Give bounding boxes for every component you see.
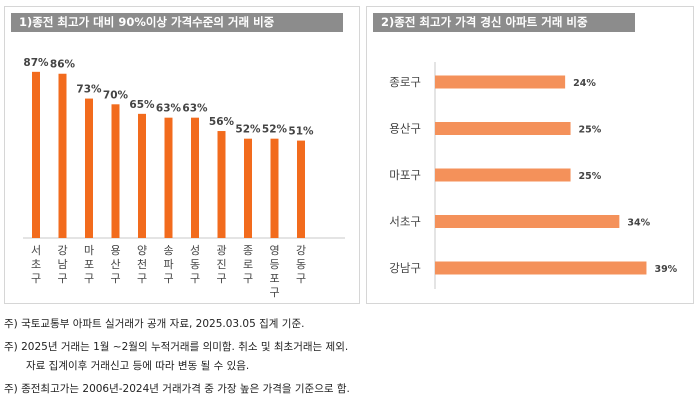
category-label-char: 구 [190, 272, 200, 285]
bar-value-label: 87% [23, 57, 49, 69]
footnote-period: 주) 2025년 거래는 1월 ~2월의 누적거래를 의미함. 취소 및 최초거… [4, 341, 349, 353]
bar [85, 98, 93, 238]
category-label: 종로구 [389, 75, 421, 89]
category-label-char: 강 [57, 244, 67, 257]
category-label-char: 송 [163, 244, 173, 257]
category-label-char: 종 [243, 244, 253, 257]
bar-value-label: 25% [579, 125, 602, 136]
category-label-char: 로 [243, 258, 253, 271]
bar-value-label: 63% [156, 103, 182, 115]
category-label-char: 성 [190, 244, 200, 257]
category-label-char: 구 [57, 272, 67, 285]
bar [435, 168, 571, 182]
bar-value-label: 25% [579, 171, 602, 182]
footnote-source: 주) 국토교통부 아파트 실거래가 공개 자료, 2025.03.05 집계 기… [4, 318, 305, 330]
category-label-char: 구 [163, 272, 173, 285]
bar-value-label: 52% [235, 124, 261, 136]
category-label: 마포구 [389, 168, 421, 182]
footnote-definition: 주) 종전최고가는 2006년-2024년 거래가격 중 가장 높은 가격을 기… [4, 383, 350, 395]
bar-value-label: 65% [129, 99, 155, 111]
bar-value-label: 70% [103, 89, 129, 101]
category-label-char: 남 [57, 258, 67, 271]
category-label-char: 진 [216, 258, 226, 271]
right-hbar-chart: 종로구 24% 용산구 25% 마포구 25% 서초구 34% 강남구 39% [389, 62, 678, 289]
category-label-char: 등 [269, 258, 279, 271]
bar [270, 138, 279, 238]
category-label-char: 구 [296, 272, 306, 285]
category-label-char: 천 [137, 257, 147, 271]
category-label-char: 동 [296, 258, 306, 271]
right-chart-panel: 2)종전 최고가 가격 경신 아파트 거래 비중 종로구 24% 용산구 25% 마포구… [366, 6, 694, 304]
left-chart-panel: 1)종전 최고가 대비 90%이상 가격수준의 거래 비중 87% 서 초 구 86% 강… [4, 6, 360, 304]
category-label-char: 파 [163, 258, 173, 271]
bar-value-label: 56% [209, 116, 235, 128]
category-label-char: 서 [31, 244, 41, 257]
category-label-char: 구 [269, 286, 279, 299]
bar [217, 131, 226, 238]
left-bar-chart: 87%서 초 구86%강 남 구73%마 포 구70%용 산 구65%양 천 구63%송 파 구63%성… [23, 57, 345, 299]
bar-value-label: 24% [573, 78, 596, 89]
category-label-char: 포 [269, 272, 279, 285]
bar [191, 117, 199, 238]
right-chart-title: 2)종전 최고가 가격 경신 아파트 거래 비중 [373, 13, 635, 32]
left-chart-title: 1)종전 최고가 대비 90%이상 가격수준의 거래 비중 [11, 13, 343, 32]
bar [435, 215, 620, 228]
bar [111, 104, 120, 238]
bar [244, 138, 252, 238]
category-label: 용산구 [389, 122, 421, 136]
category-label-char: 산 [110, 258, 120, 271]
footnote-period-cont: 자료 집계이후 거래신고 등에 따라 변동 될 수 있음. [26, 360, 250, 372]
bar [297, 140, 305, 238]
category-label-char: 강 [296, 244, 306, 257]
category-label-char: 구 [243, 272, 253, 285]
category-label-char: 영 [269, 244, 279, 257]
category-label-char: 동 [190, 258, 200, 271]
bar-value-label: 52% [262, 124, 288, 136]
bar [58, 73, 67, 239]
category-label-char: 포 [84, 258, 94, 271]
category-label-char: 구 [216, 272, 226, 285]
category-label-char: 광 [216, 244, 226, 257]
bar [138, 113, 146, 238]
bar [435, 122, 571, 135]
category-label: 서초구 [389, 215, 421, 229]
bar [164, 117, 173, 238]
bar [435, 261, 647, 275]
bar [435, 75, 566, 89]
category-label-char: 구 [110, 272, 120, 285]
bar [32, 71, 40, 238]
bar-value-label: 51% [288, 126, 314, 138]
category-label-char: 초 [31, 258, 41, 271]
bar-value-label: 63% [182, 103, 208, 115]
category-label-char: 구 [31, 272, 41, 285]
bar-value-label: 86% [50, 59, 76, 71]
category-label-char: 마 [84, 244, 94, 257]
category-label-char: 구 [84, 272, 94, 285]
category-label-char: 용 [110, 244, 120, 257]
category-label-char: 양 [137, 244, 147, 257]
bar-value-label: 73% [76, 84, 102, 96]
bar-value-label: 39% [654, 264, 677, 275]
category-label-char: 구 [137, 272, 147, 285]
bar-value-label: 34% [627, 218, 650, 229]
category-label: 강남구 [389, 261, 421, 275]
